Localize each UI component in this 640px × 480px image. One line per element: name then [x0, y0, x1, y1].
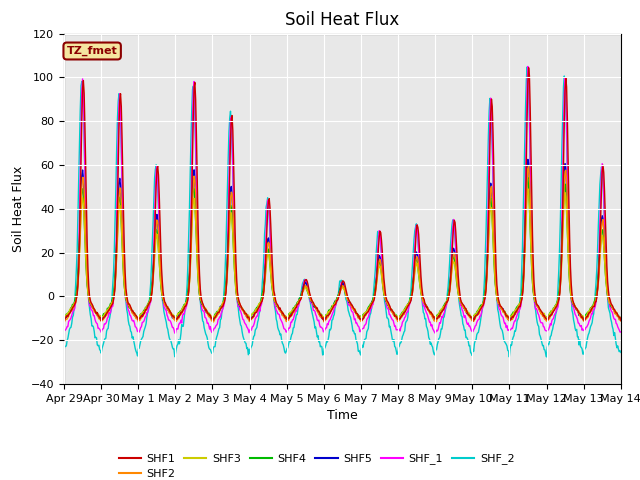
Y-axis label: Soil Heat Flux: Soil Heat Flux [12, 166, 25, 252]
X-axis label: Time: Time [327, 409, 358, 422]
Text: TZ_fmet: TZ_fmet [67, 46, 118, 56]
Title: Soil Heat Flux: Soil Heat Flux [285, 11, 399, 29]
Legend: SHF1, SHF2, SHF3, SHF4, SHF5, SHF_1, SHF_2: SHF1, SHF2, SHF3, SHF4, SHF5, SHF_1, SHF… [114, 449, 519, 480]
